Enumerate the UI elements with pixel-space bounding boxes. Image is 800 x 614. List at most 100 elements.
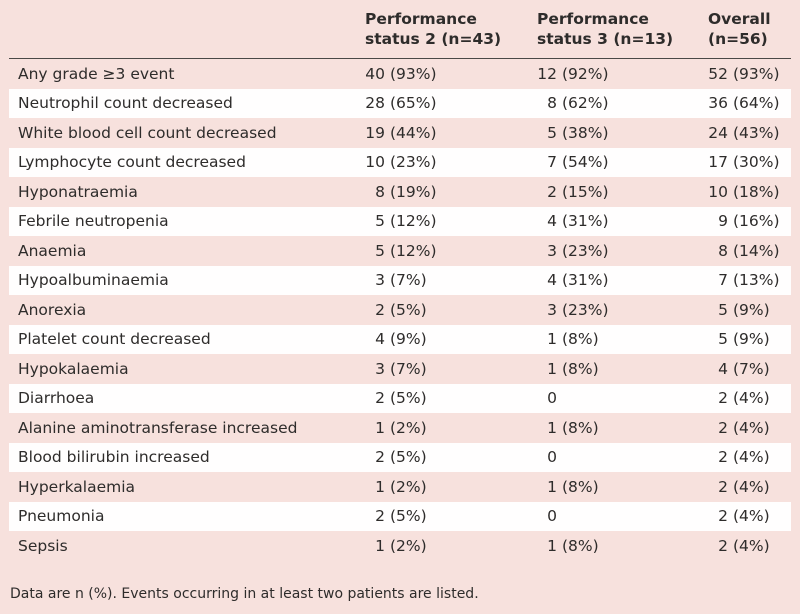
value-overall: 10 (18%): [708, 183, 791, 201]
value-overall: 5 (9%): [708, 330, 791, 348]
event-label: Hyponatraemia: [18, 182, 138, 201]
value-overall: 2 (4%): [708, 537, 791, 555]
event-label: Anorexia: [18, 300, 87, 319]
table-row: White blood cell count decreased 19 (44%)…: [9, 118, 791, 148]
value-count: 5: [718, 300, 728, 319]
event-label: Sepsis: [18, 536, 68, 555]
value-performance-status-3: 8 (62%): [537, 94, 708, 112]
value-percent: (9%): [733, 330, 770, 349]
value-count: 2: [718, 536, 728, 555]
value-count: 2: [718, 389, 728, 408]
event-label: Pneumonia: [18, 507, 105, 526]
value-count: 3: [547, 241, 557, 260]
value-percent: (16%): [733, 212, 780, 231]
column-header-line: Performance: [537, 10, 649, 28]
value-percent: (64%): [733, 94, 780, 113]
value-count: 8: [718, 241, 728, 260]
value-performance-status-3: 1 (8%): [537, 478, 708, 496]
table-row: Alanine aminotransferase increased 1 (2%)…: [9, 413, 791, 443]
value-percent: (5%): [390, 507, 427, 526]
value-count: 2: [375, 389, 385, 408]
table-row: Sepsis 1 (2%) 1 (8%) 2 (4%): [9, 531, 791, 561]
value-count: 1: [375, 418, 385, 437]
value-performance-status-2: 3 (7%): [365, 360, 537, 378]
value-percent: (14%): [733, 241, 780, 260]
table-row: Platelet count decreased 4 (9%) 1 (8%) 5 (9…: [9, 324, 791, 354]
table-row: Diarrhoea 2 (5%) 0 2 (4%): [9, 383, 791, 413]
value-performance-status-3: 0: [537, 507, 708, 525]
value-performance-status-3: 2 (15%): [537, 183, 708, 201]
value-performance-status-3: 1 (8%): [537, 360, 708, 378]
value-count: 5: [375, 241, 385, 260]
value-percent: (5%): [390, 300, 427, 319]
value-count: 52: [708, 64, 728, 83]
value-percent: (9%): [733, 300, 770, 319]
value-count: 4: [547, 212, 557, 231]
value-count: 8: [547, 94, 557, 113]
value-percent: (5%): [390, 448, 427, 467]
value-performance-status-2: 1 (2%): [365, 419, 537, 437]
table-row: Hyperkalaemia 1 (2%) 1 (8%) 2 (4%): [9, 472, 791, 502]
event-label: Hyperkalaemia: [18, 477, 136, 496]
value-count: 2: [718, 477, 728, 496]
value-count: 1: [375, 477, 385, 496]
column-header-line: status 3 (n=13): [537, 30, 674, 48]
value-performance-status-2: 2 (5%): [365, 448, 537, 466]
value-count: 1: [375, 536, 385, 555]
value-performance-status-2: 4 (9%): [365, 330, 537, 348]
event-label: Hypoalbuminaemia: [18, 271, 169, 290]
value-percent: (7%): [733, 359, 770, 378]
value-performance-status-3: 1 (8%): [537, 330, 708, 348]
table-body: Any grade ≥3 event 40 (93%) 12 (92%) 52 (93…: [0, 59, 800, 561]
value-count: 5: [375, 212, 385, 231]
value-performance-status-2: 3 (7%): [365, 271, 537, 289]
value-performance-status-3: 4 (31%): [537, 212, 708, 230]
event-label: Alanine aminotransferase increased: [18, 418, 298, 437]
value-overall: 17 (30%): [708, 153, 791, 171]
value-percent: (12%): [390, 212, 437, 231]
value-percent: (2%): [390, 418, 427, 437]
table-row: Anorexia 2 (5%) 3 (23%) 5 (9%): [9, 295, 791, 325]
event-label: White blood cell count decreased: [18, 123, 277, 142]
value-performance-status-2: 28 (65%): [365, 94, 537, 112]
value-percent: (4%): [733, 418, 770, 437]
event-label: Platelet count decreased: [18, 330, 211, 349]
column-header-performance-status-3: Performance status 3 (n=13): [537, 9, 708, 58]
value-overall: 52 (93%): [708, 65, 791, 83]
value-performance-status-3: 7 (54%): [537, 153, 708, 171]
value-percent: (5%): [390, 389, 427, 408]
value-percent: (8%): [562, 477, 599, 496]
value-count: 2: [375, 507, 385, 526]
value-performance-status-2: 2 (5%): [365, 389, 537, 407]
value-percent: (7%): [390, 359, 427, 378]
column-header-line: status 2 (n=43): [365, 30, 502, 48]
value-count: 4: [547, 271, 557, 290]
value-percent: (2%): [390, 477, 427, 496]
value-overall: 2 (4%): [708, 389, 791, 407]
table-row: Blood bilirubin increased 2 (5%) 0 2 (4%): [9, 442, 791, 472]
value-percent: (8%): [562, 330, 599, 349]
value-count: 3: [375, 359, 385, 378]
value-percent: (93%): [733, 64, 780, 83]
value-overall: 5 (9%): [708, 301, 791, 319]
value-count: 17: [708, 153, 728, 172]
value-performance-status-3: 1 (8%): [537, 419, 708, 437]
value-percent: (43%): [733, 123, 780, 142]
value-percent: (54%): [562, 153, 609, 172]
table-row: Anaemia 5 (12%) 3 (23%) 8 (14%): [9, 236, 791, 266]
value-percent: (23%): [562, 241, 609, 260]
value-count: 5: [547, 123, 557, 142]
value-count: 10: [365, 153, 385, 172]
value-overall: 2 (4%): [708, 419, 791, 437]
event-label: Neutrophil count decreased: [18, 94, 233, 113]
column-header-line: Performance: [365, 10, 477, 28]
value-count: 4: [718, 359, 728, 378]
value-percent: (8%): [562, 359, 599, 378]
column-header-line: (n=56): [708, 30, 768, 48]
table-header-row: Performance status 2 (n=43) Performance …: [9, 0, 791, 59]
value-count: 2: [718, 448, 728, 467]
value-performance-status-2: 1 (2%): [365, 537, 537, 555]
value-overall: 2 (4%): [708, 478, 791, 496]
value-percent: (4%): [733, 448, 770, 467]
event-label: Lymphocyte count decreased: [18, 153, 246, 172]
